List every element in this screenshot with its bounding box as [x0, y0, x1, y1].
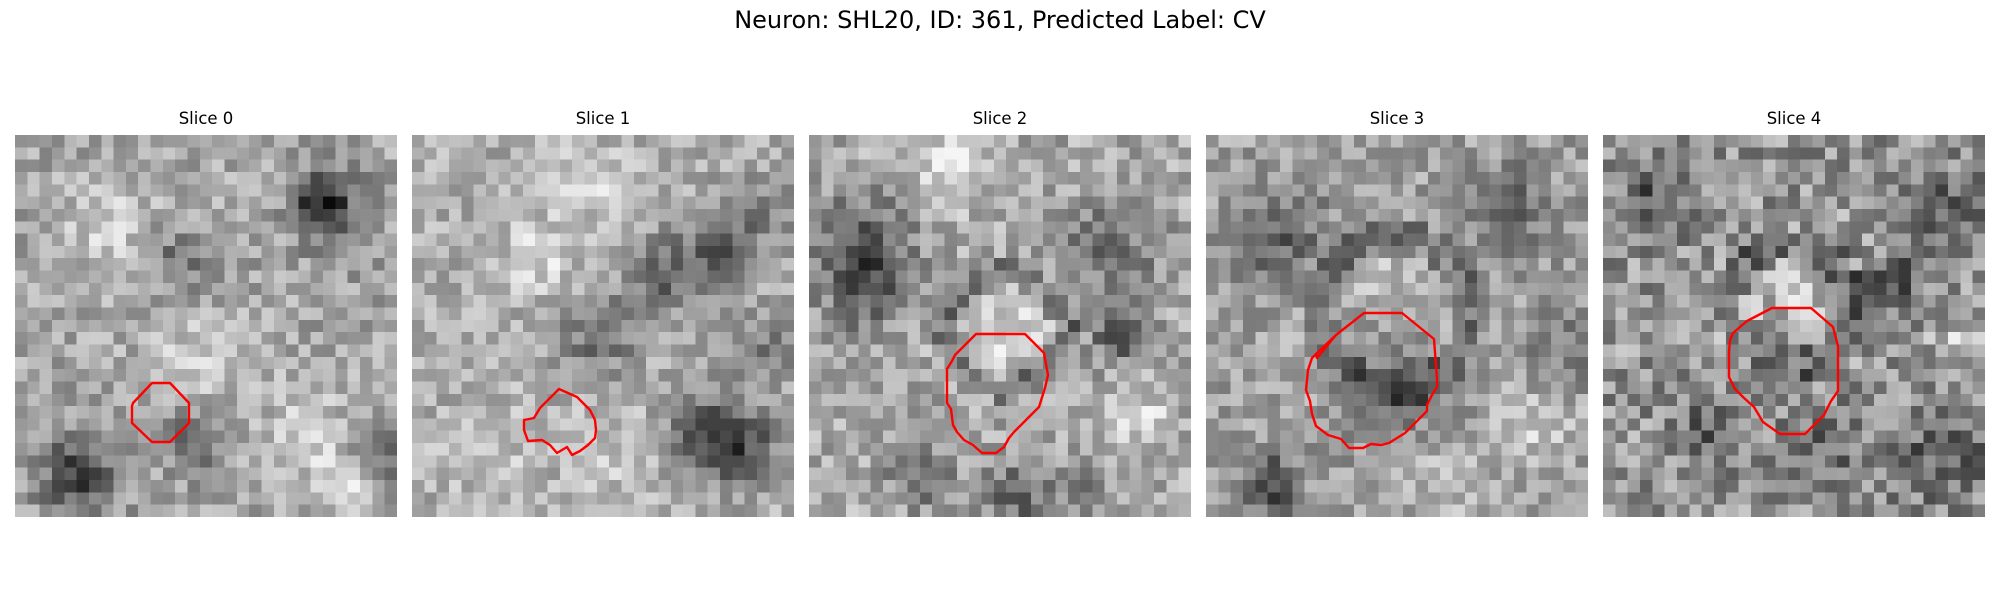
slice-image-1: [412, 135, 794, 517]
slice-title-3: Slice 3: [1369, 109, 1425, 128]
slice-4-roi-contour: [1727, 306, 1840, 436]
slice-4-pixel-grid: [1603, 135, 1985, 517]
slice-1-roi-contour: [522, 387, 598, 457]
slice-title-1: Slice 1: [575, 109, 631, 128]
slice-panel-4: Slice 4: [1603, 108, 1985, 517]
slice-3-roi-contour: [1304, 311, 1439, 450]
slice-panel-3: Slice 3: [1206, 108, 1588, 517]
slice-panel-2: Slice 2: [809, 108, 1191, 517]
slice-image-4: [1603, 135, 1985, 517]
slice-panel-0: Slice 0: [15, 108, 397, 517]
slice-0-roi-contour: [130, 381, 191, 444]
slice-0-pixel-grid: [15, 135, 397, 517]
slice-image-0: [15, 135, 397, 517]
figure-title: Neuron: SHL20, ID: 361, Predicted Label:…: [734, 6, 1266, 34]
slice-title-4: Slice 4: [1766, 109, 1822, 128]
slice-title-2: Slice 2: [972, 109, 1028, 128]
slice-image-3: [1206, 135, 1588, 517]
slice-panel-1: Slice 1: [412, 108, 794, 517]
slice-2-roi-contour: [945, 332, 1050, 455]
slice-1-pixel-grid: [412, 135, 794, 517]
slice-title-0: Slice 0: [178, 109, 234, 128]
slice-2-pixel-grid: [809, 135, 1191, 517]
slice-3-pixel-grid: [1206, 135, 1588, 517]
slice-image-2: [809, 135, 1191, 517]
